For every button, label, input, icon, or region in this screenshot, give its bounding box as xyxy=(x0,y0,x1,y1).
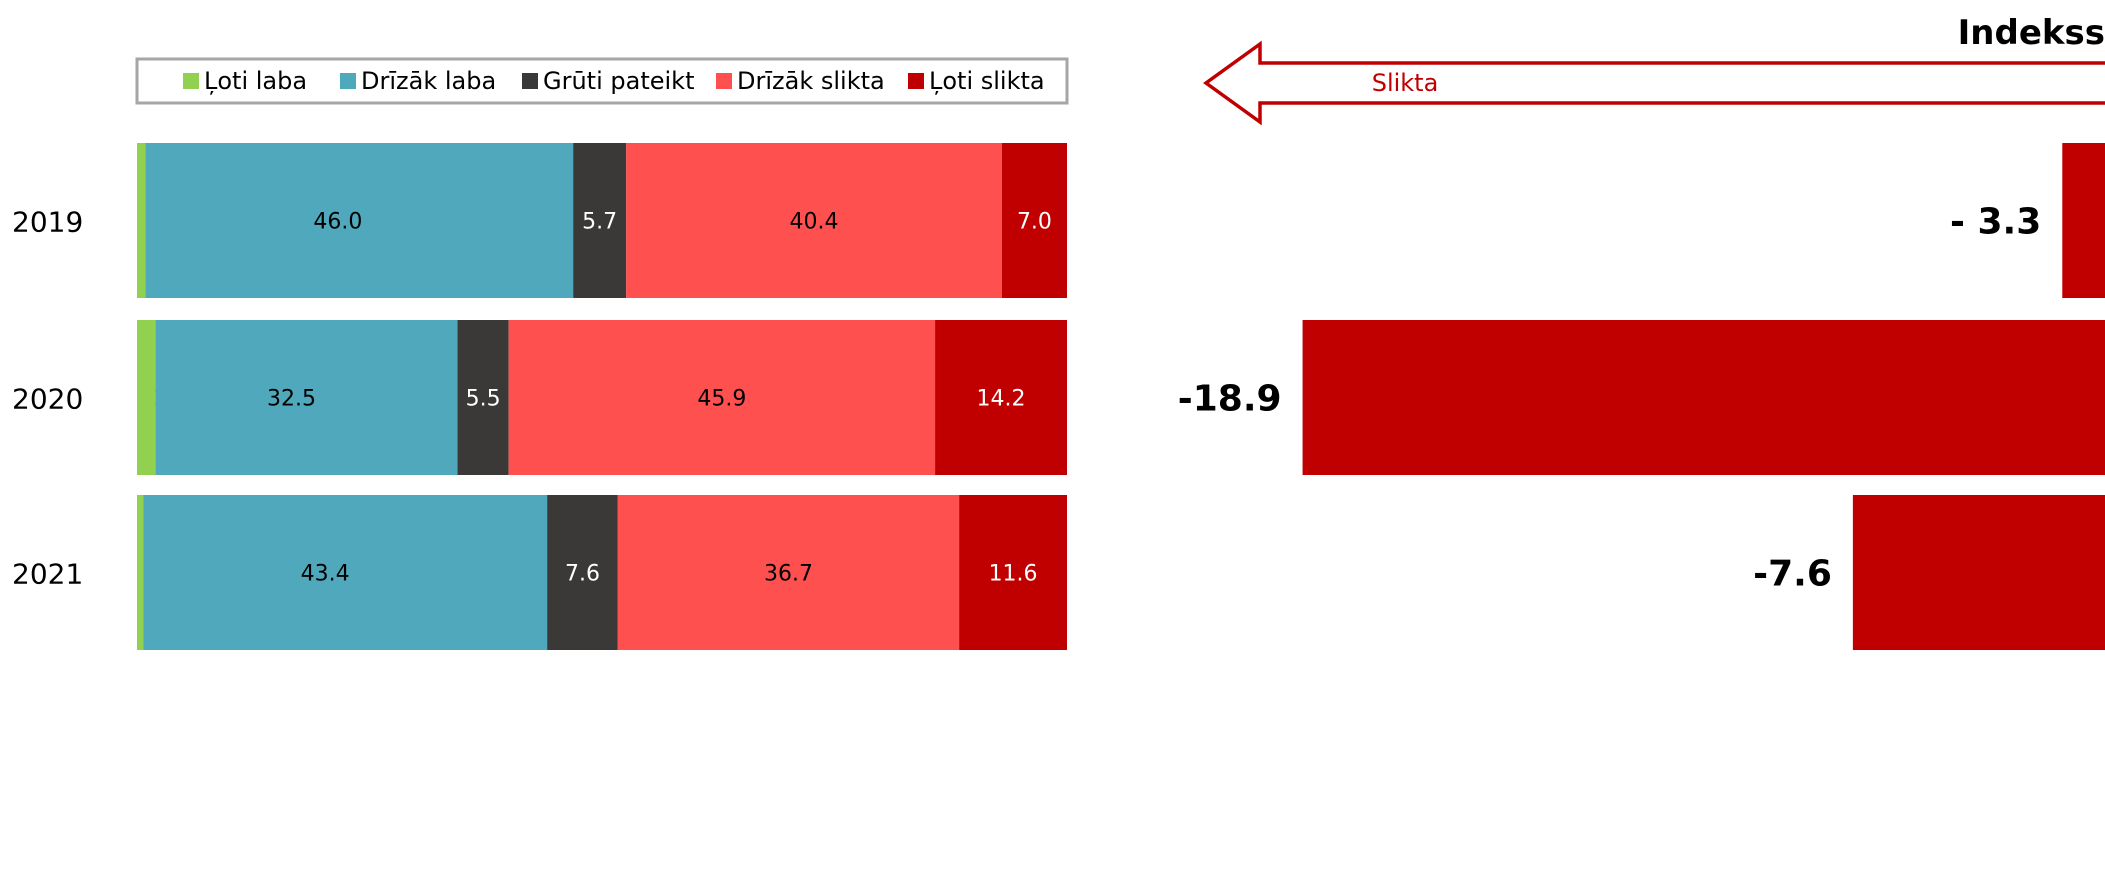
value-label-drizak-laba-2019: 46.0 xyxy=(313,210,362,235)
value-label-gruti-pateikt-2021: 7.6 xyxy=(565,562,600,587)
legend-swatch-drizak-slikta xyxy=(716,73,732,89)
bar-loti-slikta-2020 xyxy=(935,320,1067,475)
year-label-2020: 2020 xyxy=(12,383,83,416)
index-bar-2020 xyxy=(1302,320,2105,475)
value-label-loti-slikta-2021: 11.6 xyxy=(989,562,1038,587)
legend-swatch-gruti-pateikt xyxy=(522,73,538,89)
bar-gruti-pateikt-2019 xyxy=(573,143,627,298)
legend-label-loti-slikta: Ļoti slikta xyxy=(929,67,1045,95)
slikta-direction-arrow: Slikta xyxy=(1203,40,2105,126)
legend-label-drizak-slikta: Drīzāk slikta xyxy=(737,67,885,95)
index-title: Indekss xyxy=(1958,13,2105,53)
bar-loti-laba-2021 xyxy=(137,495,144,650)
value-label-loti-slikta-2019: 7.0 xyxy=(1017,210,1052,235)
year-label-2021: 2021 xyxy=(12,558,83,591)
legend-label-gruti-pateikt: Grūti pateikt xyxy=(543,67,694,95)
bar-gruti-pateikt-2021 xyxy=(547,495,618,650)
index-value-2020: -18.9 xyxy=(1178,379,1282,420)
bar-drizak-laba-2019 xyxy=(145,143,574,298)
bar-drizak-slikta-2020 xyxy=(508,320,936,475)
index-bar-2019 xyxy=(2062,143,2105,298)
legend-label-drizak-laba: Drīzāk laba xyxy=(361,67,496,95)
arrow-left-shape xyxy=(1203,40,2105,126)
year-label-2019: 2019 xyxy=(12,206,83,239)
value-label-drizak-slikta-2019: 40.4 xyxy=(790,210,839,235)
value-label-drizak-laba-2020: 32.5 xyxy=(267,387,316,412)
value-label-drizak-slikta-2020: 45.9 xyxy=(697,387,746,412)
bar-loti-laba-2019 xyxy=(137,143,146,298)
bar-drizak-slikta-2021 xyxy=(617,495,960,650)
legend: Ļoti laba Drīzāk laba Grūti pateikt Drīzāk … xyxy=(135,57,1069,105)
value-label-drizak-slikta-2021: 36.7 xyxy=(764,562,813,587)
value-label-loti-slikta-2020: 14.2 xyxy=(977,387,1026,412)
bar-drizak-laba-2020 xyxy=(155,320,458,475)
index-bar-2021 xyxy=(1852,495,2105,650)
index-value-2021: -7.6 xyxy=(1753,554,1832,595)
bar-drizak-laba-2021 xyxy=(143,495,548,650)
legend-label-loti-laba: Ļoti laba xyxy=(204,67,307,95)
legend-swatch-loti-slikta xyxy=(908,73,924,89)
bar-drizak-slikta-2019 xyxy=(626,143,1002,298)
legend-swatch-loti-laba xyxy=(183,73,199,89)
bar-loti-slikta-2019 xyxy=(1001,143,1067,298)
arrow-label: Slikta xyxy=(1372,69,1439,97)
index-value-2019: - 3.3 xyxy=(1950,202,2041,243)
value-label-gruti-pateikt-2020: 5.5 xyxy=(466,387,501,412)
bar-loti-slikta-2021 xyxy=(959,495,1067,650)
index-bar-chart: - 3.3 -18.9 -7.6 xyxy=(1178,143,2105,650)
bar-loti-laba-2020 xyxy=(137,320,156,475)
legend-swatch-drizak-laba xyxy=(340,73,356,89)
value-label-gruti-pateikt-2019: 5.7 xyxy=(582,210,617,235)
stacked-bar-chart: 20190.946.05.740.47.020202.032.55.545.91… xyxy=(12,143,1067,650)
bar-gruti-pateikt-2020 xyxy=(457,320,509,475)
value-label-drizak-laba-2021: 43.4 xyxy=(301,562,350,587)
